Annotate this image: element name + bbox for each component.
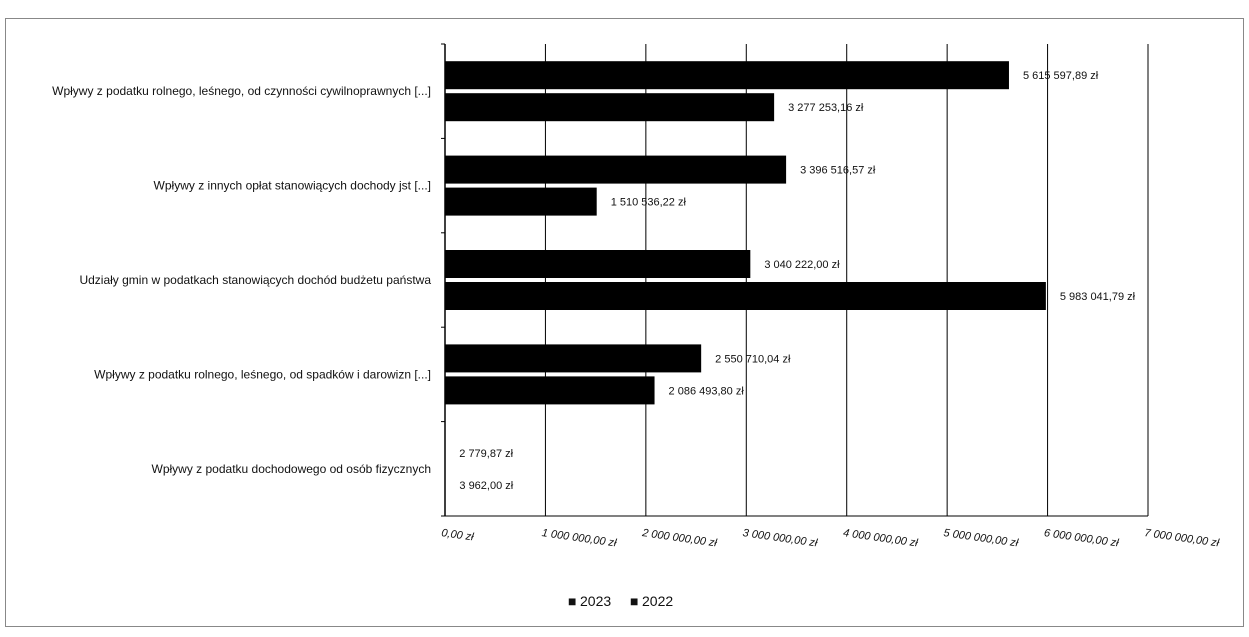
bar-2023-3	[445, 344, 701, 372]
category-label-0: Wpływy z podatku rolnego, leśnego, od cz…	[52, 84, 431, 98]
data-label-2023-3: 2 550 710,04 zł	[715, 353, 791, 365]
legend-label-0: 2023	[580, 593, 611, 609]
bar-2022-3	[445, 376, 655, 404]
x-tick-label-1: 1 000 000,00 zł	[541, 527, 618, 549]
data-label-2023-4: 2 779,87 zł	[459, 448, 513, 460]
x-tick-label-5: 5 000 000,00 zł	[943, 527, 1020, 549]
legend-label-1: 2022	[642, 593, 673, 609]
x-tick-label-7: 7 000 000,00 zł	[1144, 527, 1221, 549]
x-tick-label-4: 4 000 000,00 zł	[842, 527, 919, 549]
data-label-2023-0: 5 615 597,89 zł	[1023, 70, 1099, 82]
data-label-2023-1: 3 396 516,57 zł	[800, 165, 876, 177]
category-label-1: Wpływy z innych opłat stanowiących docho…	[154, 179, 431, 193]
bar-2023-1	[445, 156, 786, 184]
x-tick-label-0: 0,00 zł	[441, 527, 475, 543]
bar-2023-2	[445, 250, 750, 278]
bar-2022-2	[445, 282, 1046, 310]
bar-2022-1	[445, 188, 597, 216]
category-label-3: Wpływy z podatku rolnego, leśnego, od sp…	[94, 367, 431, 381]
data-label-2022-0: 3 277 253,16 zł	[788, 102, 864, 114]
data-label-2022-3: 2 086 493,80 zł	[669, 385, 745, 397]
data-label-2023-2: 3 040 222,00 zł	[764, 259, 840, 271]
bar-2022-0	[445, 93, 774, 121]
category-label-4: Wpływy z podatku dochodowego od osób fiz…	[152, 462, 432, 476]
category-label-2: Udziały gmin w podatkach stanowiących do…	[79, 273, 431, 287]
data-label-2022-4: 3 962,00 zł	[459, 480, 513, 492]
x-tick-label-3: 3 000 000,00 zł	[742, 527, 819, 549]
bar-2023-0	[445, 61, 1009, 89]
x-tick-label-2: 2 000 000,00 zł	[640, 527, 718, 550]
x-tick-label-6: 6 000 000,00 zł	[1043, 527, 1120, 549]
data-label-2022-1: 1 510 536,22 zł	[611, 197, 687, 209]
legend-swatch-1: ■	[630, 593, 638, 609]
legend-swatch-0: ■	[568, 593, 576, 609]
data-label-2022-2: 5 983 041,79 zł	[1060, 291, 1136, 303]
